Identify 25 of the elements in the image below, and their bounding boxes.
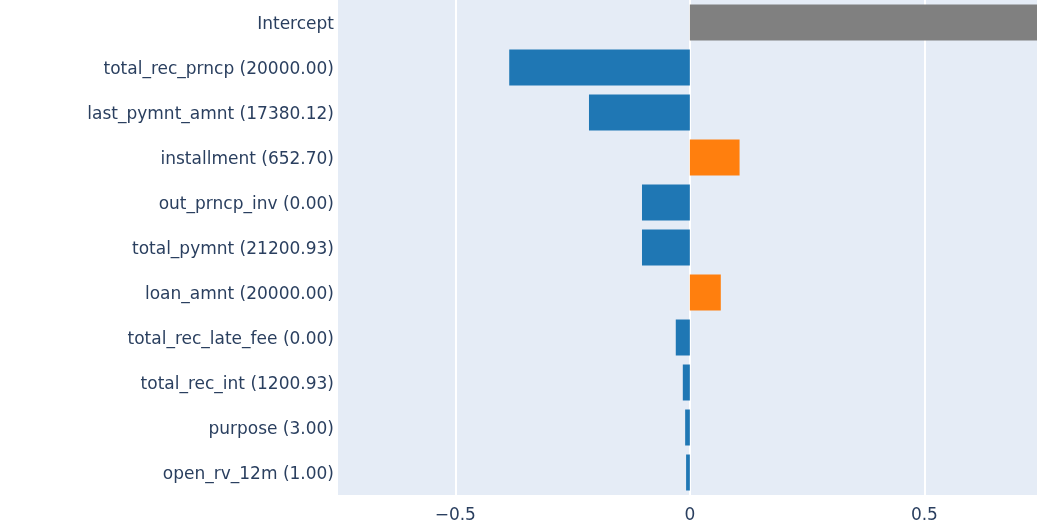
bar [689, 4, 1037, 41]
bar [675, 319, 690, 356]
y-tick-label: total_rec_prncp (20000.00) [103, 57, 334, 79]
bar [689, 139, 740, 176]
bar [641, 229, 690, 266]
x-tick-label: 0.5 [910, 503, 938, 523]
y-tick-label: total_rec_late_fee (0.00) [127, 327, 334, 349]
bar [682, 364, 690, 401]
y-tick-label: total_rec_int (1200.93) [140, 372, 334, 394]
y-tick-label: open_rv_12m (1.00) [162, 462, 334, 484]
y-tick-label: Intercept [257, 12, 335, 33]
x-tick-label: −0.5 [434, 503, 476, 523]
x-tick-label: 0 [684, 503, 696, 523]
y-tick-label: out_prncp_inv (0.00) [158, 192, 334, 214]
bar [588, 94, 690, 131]
y-tick-label: installment (652.70) [160, 147, 334, 168]
bar [685, 409, 690, 446]
y-tick-label: loan_amnt (20000.00) [144, 282, 334, 304]
y-tick-label: purpose (3.00) [208, 417, 334, 438]
bar [689, 274, 721, 311]
bar [509, 49, 690, 86]
y-tick-label: total_pymnt (21200.93) [131, 237, 334, 259]
bar [686, 454, 690, 491]
y-tick-label: last_pymnt_amnt (17380.12) [87, 102, 334, 124]
bar [641, 184, 690, 221]
